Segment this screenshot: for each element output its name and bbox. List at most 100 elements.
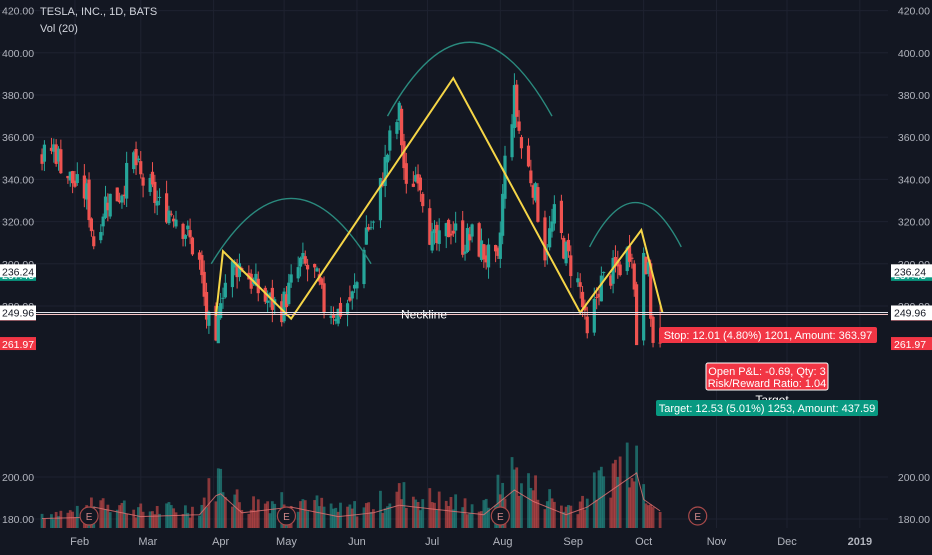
candle-body <box>385 154 390 163</box>
neckline-label: Neckline <box>401 308 447 322</box>
volume-bar <box>186 512 190 528</box>
earnings-marker-label: E <box>283 512 290 523</box>
candle-body <box>52 144 56 152</box>
candle-body <box>515 84 519 117</box>
candle-body <box>552 204 556 224</box>
candle-body <box>378 178 383 221</box>
candle-body <box>496 248 500 256</box>
candle-body <box>348 297 352 301</box>
volume-bar <box>461 507 465 528</box>
candle-body <box>200 255 204 276</box>
volume-bar <box>221 492 225 528</box>
candle-body <box>125 162 129 199</box>
volume-bar <box>644 503 648 528</box>
volume-bar <box>585 498 589 528</box>
volume-bar <box>214 501 218 528</box>
volume-bar <box>444 500 448 528</box>
volume-bar <box>614 459 617 528</box>
volume-bar <box>543 509 547 528</box>
candle-body <box>92 236 96 247</box>
candle-body <box>658 342 662 344</box>
candle-body <box>355 282 359 289</box>
candle-body <box>402 141 406 169</box>
volume-bar <box>52 519 56 528</box>
earnings-marker-label: E <box>694 512 701 523</box>
price-marker-label: 236.24 <box>2 266 34 278</box>
candle-body <box>477 223 481 257</box>
volume-bar <box>468 513 472 528</box>
candle-body <box>548 228 552 248</box>
volume-bar <box>402 482 406 528</box>
volume-bar <box>158 513 161 528</box>
candle-body <box>437 230 441 244</box>
candle-body <box>266 300 270 303</box>
candle-body <box>595 297 599 299</box>
volume-bars <box>40 442 662 528</box>
candle-body <box>71 171 75 184</box>
candle-body <box>369 227 373 229</box>
volume-bar <box>296 511 300 528</box>
candle-body <box>313 263 317 268</box>
left-price-tick-label: 400.00 <box>2 48 34 60</box>
candle-body <box>479 240 484 260</box>
volume-bar <box>487 507 490 528</box>
volume-bar <box>348 504 352 528</box>
price-marker <box>0 305 36 319</box>
volume-bar <box>155 505 159 528</box>
time-tick-label: Aug <box>493 536 513 548</box>
time-tick-label: Nov <box>707 536 727 548</box>
volume-bar <box>411 496 415 528</box>
volume-bar <box>268 513 272 528</box>
candle-body <box>181 223 185 239</box>
candle-body <box>49 147 54 151</box>
candle-body <box>230 261 234 288</box>
candle-body <box>132 152 136 170</box>
price-marker <box>891 305 932 319</box>
price-tick-label: 180.00 <box>898 514 930 526</box>
earnings-marker-label: E <box>86 512 93 523</box>
volume-bar <box>630 478 634 528</box>
volume-bar <box>463 498 467 528</box>
candle-body <box>284 294 289 308</box>
candle-body <box>432 229 437 233</box>
candle-body <box>364 227 368 245</box>
left-price-tick-label: 380.00 <box>2 90 34 102</box>
volume-bar <box>419 510 422 528</box>
time-tick-label: Jul <box>425 536 439 548</box>
volume-bar <box>240 509 244 528</box>
volume-bar <box>651 507 655 528</box>
candle-body <box>249 273 253 289</box>
volume-bar <box>339 502 342 528</box>
candle-body <box>461 220 465 255</box>
candle-body <box>153 181 157 203</box>
candle-body <box>122 194 126 197</box>
volume-bar <box>635 445 638 528</box>
time-axis: Feb Mar Apr May Jun Jul Aug Sep Oct Nov Dec 2019 <box>70 536 872 548</box>
volume-bar <box>71 511 74 528</box>
volume-bar <box>520 483 523 528</box>
volume-moving-average <box>42 472 661 519</box>
candle-body <box>416 174 420 184</box>
volume-bar <box>167 502 171 528</box>
volume-bar <box>477 511 481 528</box>
candle-body <box>186 225 190 230</box>
price-tick-label: 420.00 <box>898 6 930 18</box>
candle-body <box>139 161 143 175</box>
volume-bar <box>496 474 500 528</box>
candle-body <box>155 200 159 206</box>
candle-body <box>592 298 596 333</box>
candle-body <box>329 315 333 318</box>
candle-body <box>418 177 422 191</box>
volume-bar <box>139 503 143 528</box>
volume-bar <box>583 509 587 528</box>
price-marker-label: 249.96 <box>2 307 34 319</box>
time-tick-label: Jun <box>348 536 366 548</box>
target-label-box <box>656 400 878 416</box>
candle-body <box>468 234 472 241</box>
candle-body <box>430 231 434 251</box>
volume-bar <box>451 509 455 528</box>
volume-bar <box>216 468 220 528</box>
